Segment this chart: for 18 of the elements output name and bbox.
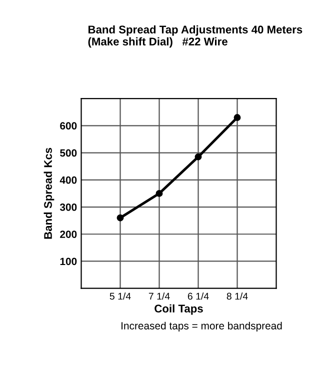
y-tick-label: 400 (60, 176, 77, 184)
text: Increased taps = more bandspread (122, 322, 282, 332)
point (116, 214, 124, 222)
y-tick-label: 500 (60, 149, 77, 157)
x-tick-label: 6 1/4 (188, 292, 209, 300)
point (156, 190, 163, 197)
x-tick-label: 5 1/4 (110, 292, 131, 300)
y-tick-label: 300 (60, 204, 77, 211)
y-tick-label: 100 (60, 258, 77, 266)
x-tick-label: 8 1/4 (226, 292, 248, 300)
y-axis-title: Band Spread Kcs (44, 148, 54, 239)
y-tick-label: 600 (60, 122, 77, 130)
point (194, 153, 202, 160)
y-tick-label: 200 (60, 230, 77, 238)
x-axis-title: Coil Taps (154, 304, 203, 315)
chart-title: Band Spread Tap Adjustments 40 Meters (Make shift Dial) #22 Wire (88, 25, 302, 48)
point (234, 114, 241, 122)
x-tick-label: 7 1/4 (148, 292, 170, 300)
